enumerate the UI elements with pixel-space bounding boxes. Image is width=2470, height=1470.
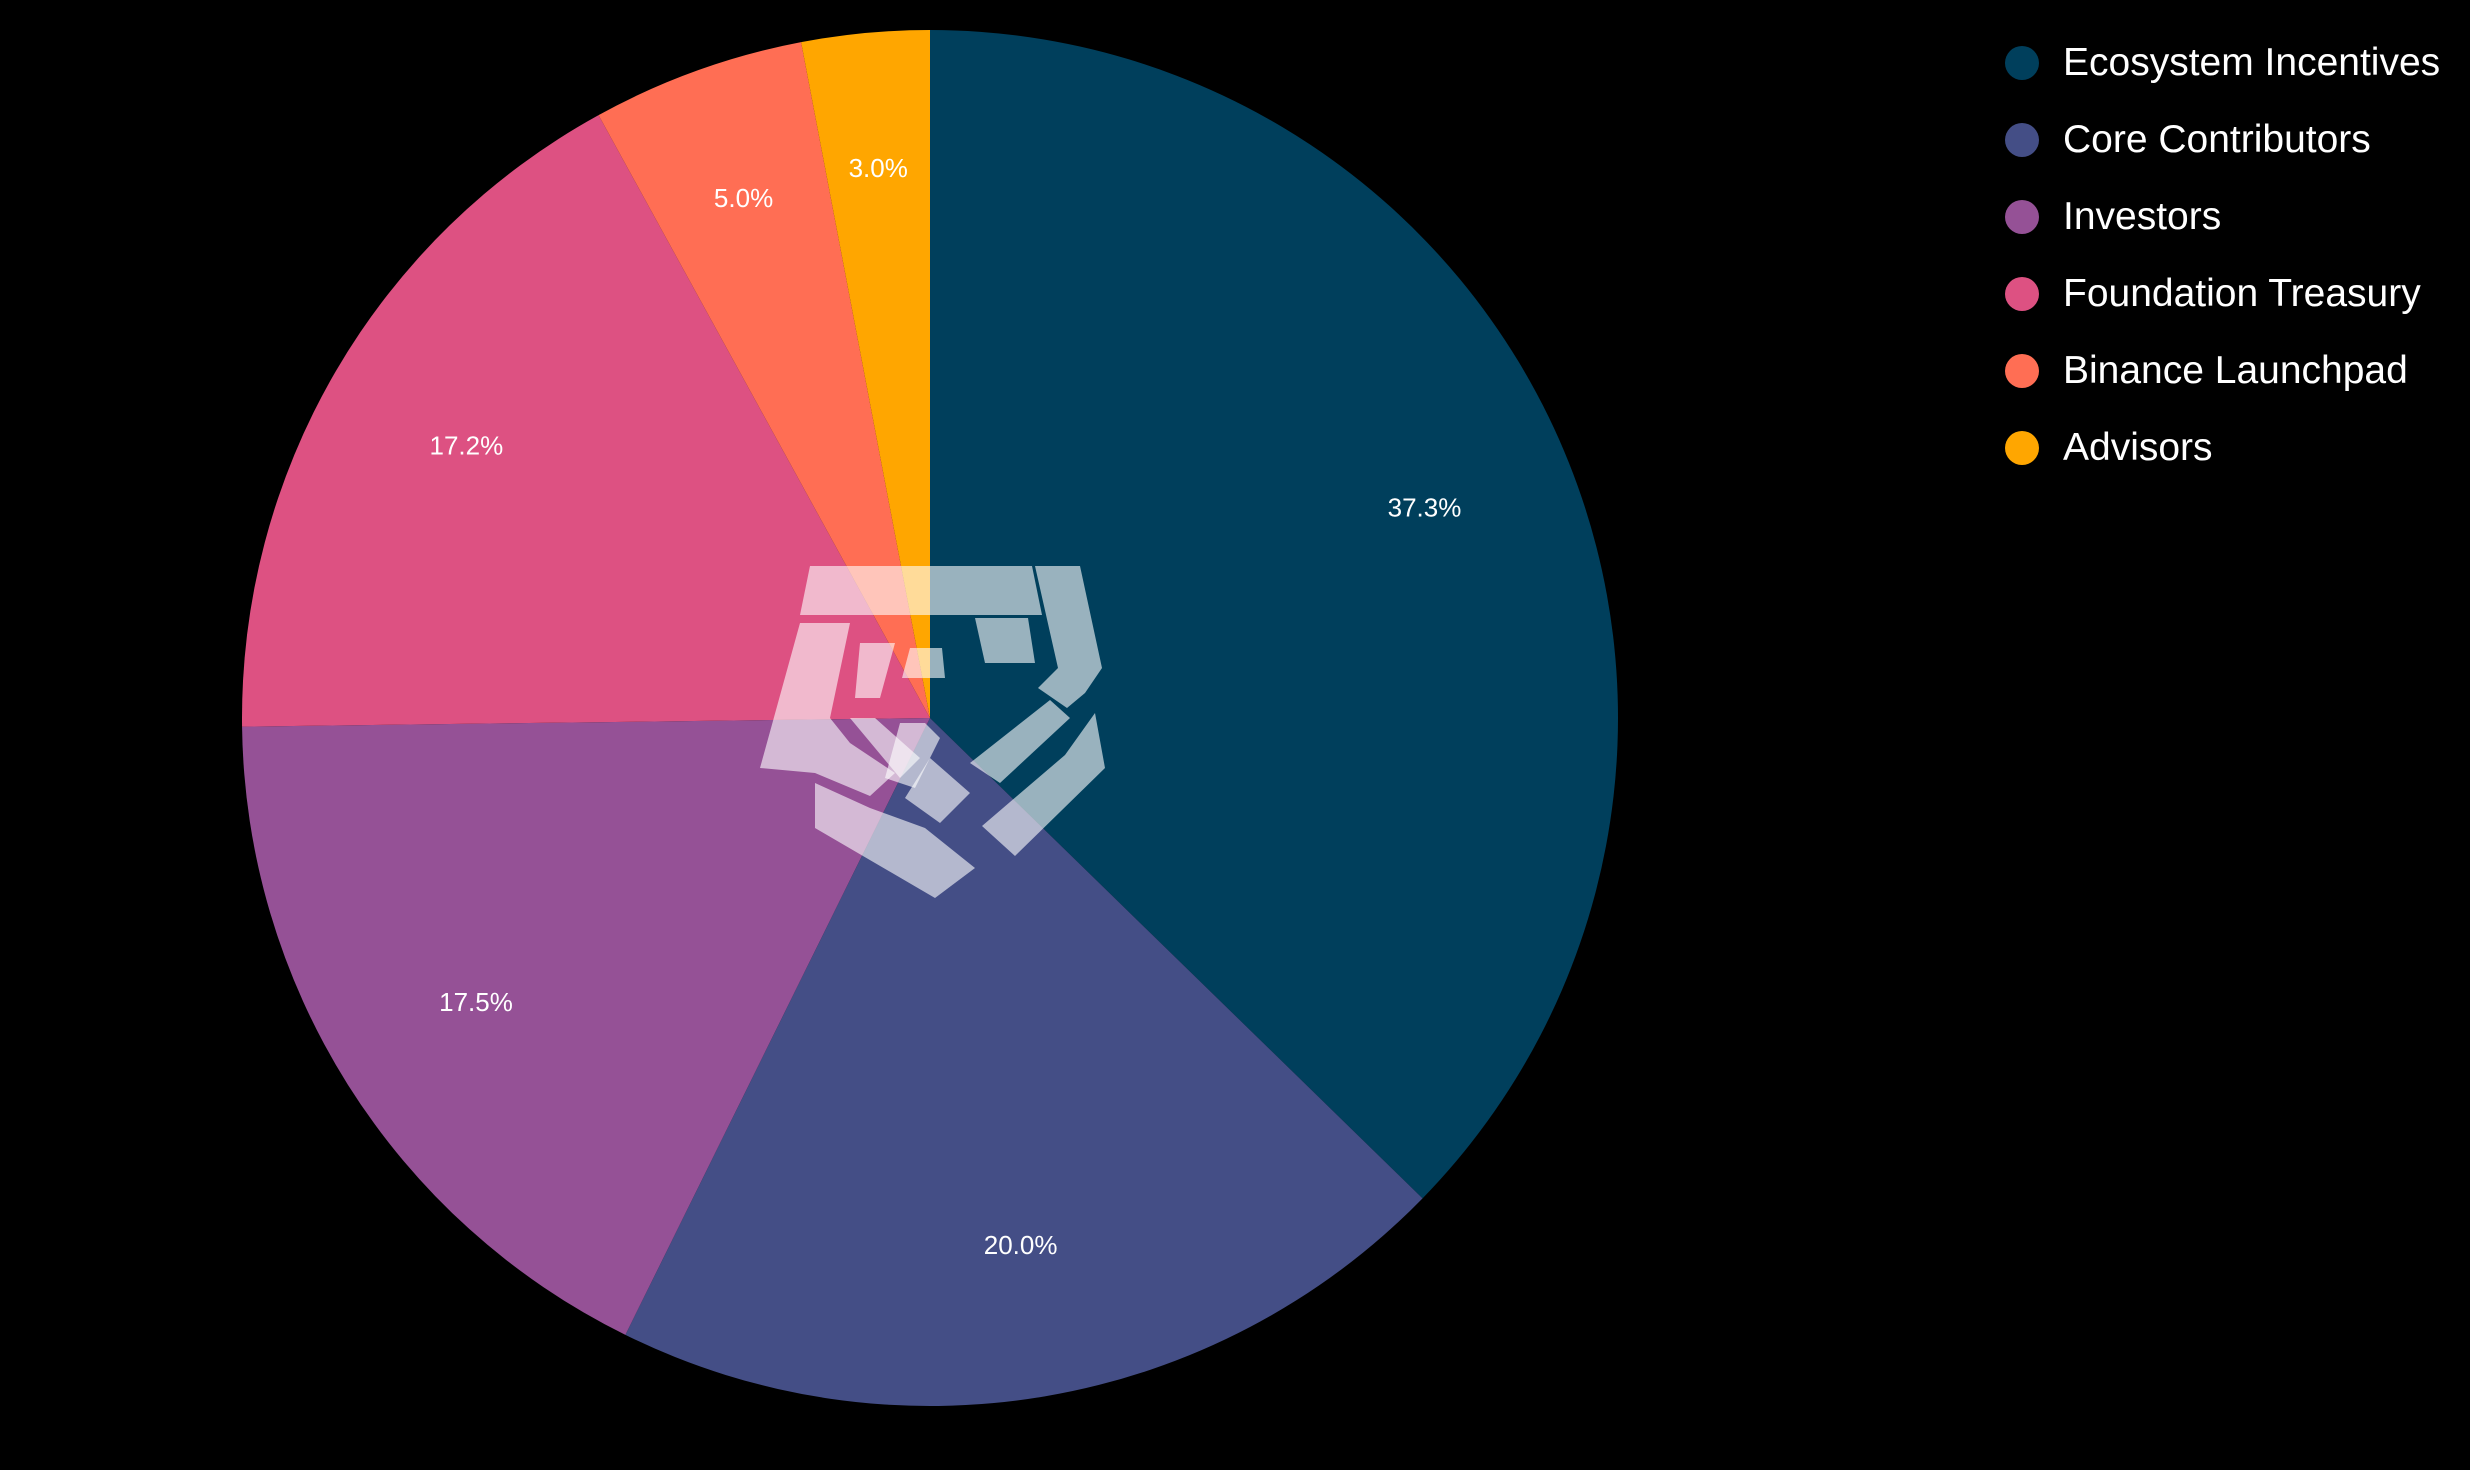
legend-swatch-icon <box>2005 353 2039 388</box>
pie-slice-ecosystem-incentives <box>930 30 1618 1199</box>
legend-swatch-icon <box>2005 430 2039 465</box>
slice-label-foundation-treasury: 17.2% <box>430 431 504 461</box>
slice-label-core-contributors: 20.0% <box>984 1230 1058 1260</box>
legend-label: Binance Launchpad <box>2063 348 2408 392</box>
legend-label: Ecosystem Incentives <box>2063 40 2441 84</box>
pie-slice-investors <box>242 718 930 1335</box>
slice-label-investors: 17.5% <box>439 987 513 1017</box>
slice-label-binance-launchpad: 5.0% <box>714 183 773 213</box>
legend-swatch-icon <box>2005 45 2039 80</box>
legend-swatch-icon <box>2005 199 2039 234</box>
legend-item-advisors[interactable]: Advisors <box>2005 409 2440 486</box>
slice-label-ecosystem-incentives: 37.3% <box>1388 492 1462 522</box>
pie-slice-binance-launchpad <box>598 42 930 718</box>
pie-slices <box>242 30 1618 1406</box>
legend-swatch-icon <box>2005 122 2039 157</box>
legend-label: Core Contributors <box>2063 117 2371 161</box>
legend-item-ecosystem-incentives[interactable]: Ecosystem Incentives <box>2005 24 2440 101</box>
pie-slice-labels: 37.3% 20.0% 17.5% 17.2% 5.0% 3.0% <box>430 153 1462 1260</box>
slice-label-advisors: 3.0% <box>849 153 908 183</box>
legend-label: Investors <box>2063 194 2222 238</box>
legend-item-foundation-treasury[interactable]: Foundation Treasury <box>2005 255 2440 332</box>
watermark-logo-icon <box>760 566 1105 898</box>
legend-item-investors[interactable]: Investors <box>2005 178 2440 255</box>
chart-legend: Ecosystem Incentives Core Contributors Inv… <box>2005 24 2440 486</box>
legend-swatch-icon <box>2005 276 2039 311</box>
legend-item-binance-launchpad[interactable]: Binance Launchpad <box>2005 332 2440 409</box>
legend-label: Foundation Treasury <box>2063 271 2421 315</box>
pie-slice-core-contributors <box>625 718 1423 1406</box>
legend-label: Advisors <box>2063 425 2213 469</box>
pie-slice-foundation-treasury <box>242 115 930 727</box>
legend-item-core-contributors[interactable]: Core Contributors <box>2005 101 2440 178</box>
pie-slice-advisors <box>801 30 930 718</box>
